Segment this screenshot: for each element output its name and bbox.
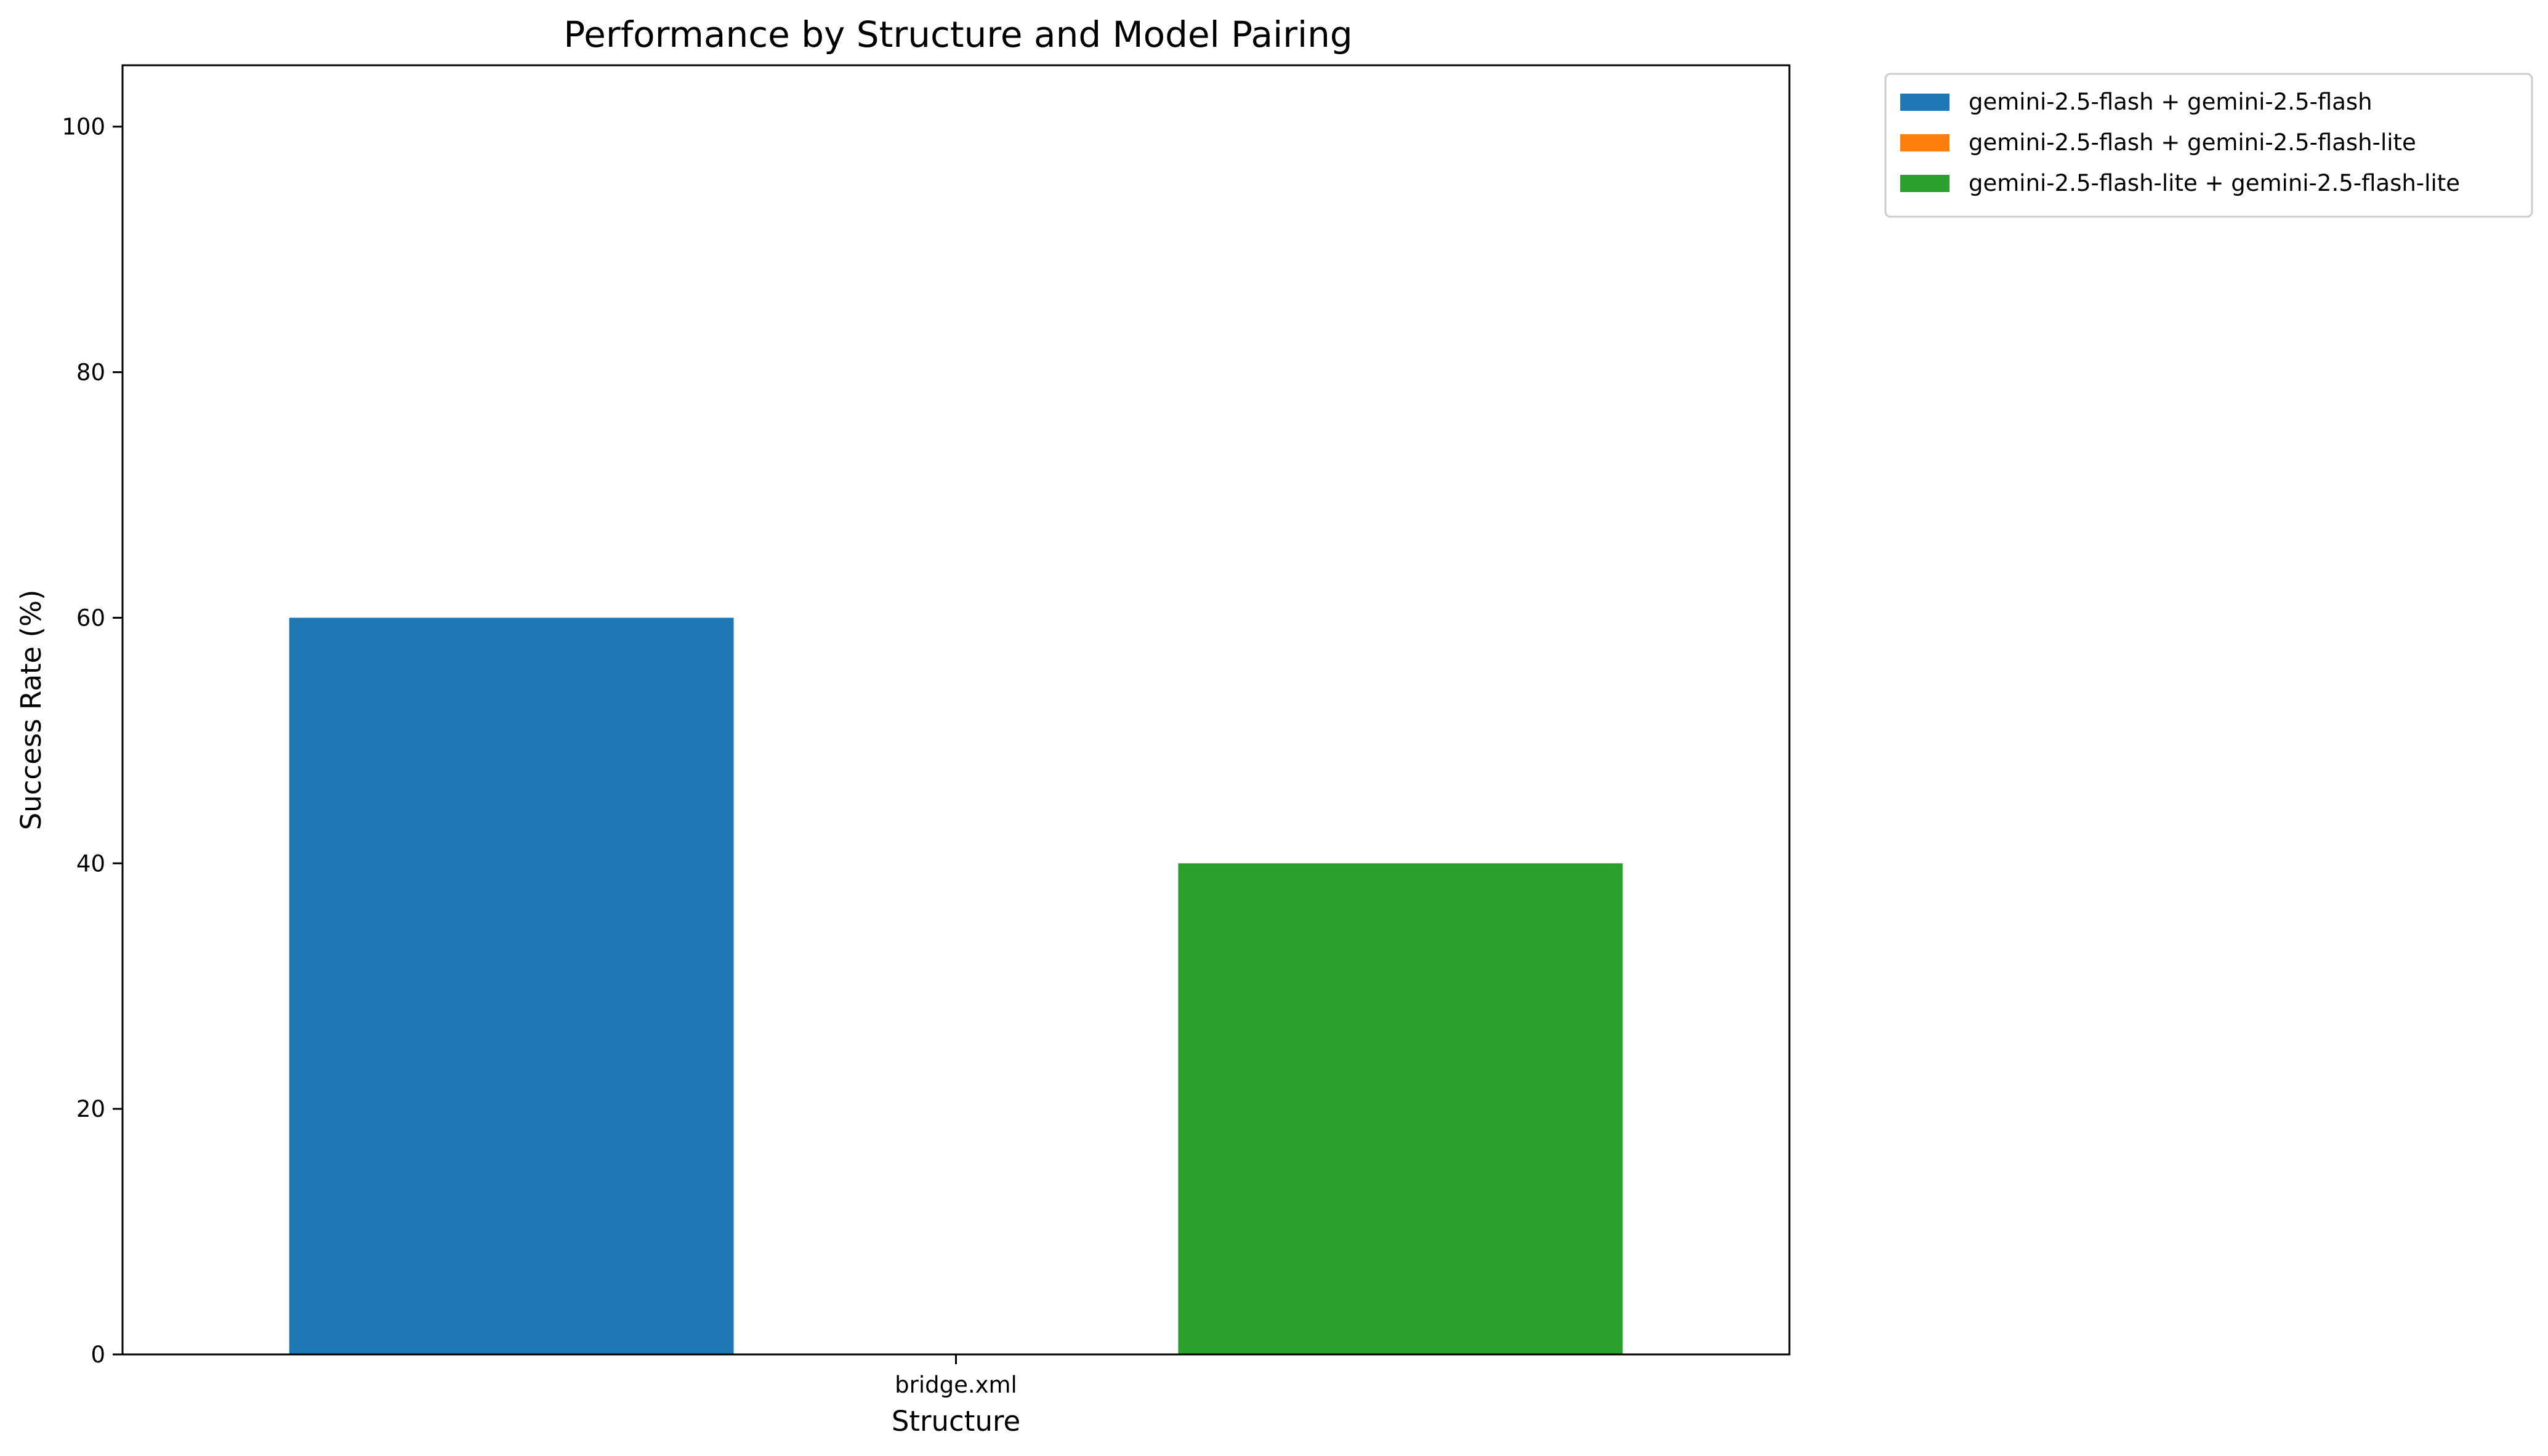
- bar-1: [289, 617, 734, 1354]
- legend-entry: gemini-2.5-flash-lite + gemini-2.5-flash…: [1969, 170, 2460, 196]
- legend: gemini-2.5-flash + gemini-2.5-flash gemin…: [1884, 73, 2533, 218]
- legend-entry: gemini-2.5-flash + gemini-2.5-flash-lite: [1969, 129, 2416, 156]
- y-tick-label: 80: [76, 360, 105, 386]
- y-tick-label: 0: [91, 1341, 105, 1368]
- y-tick-label: 100: [62, 114, 105, 140]
- y-tick-label: 60: [76, 605, 105, 631]
- y-tick-label: 20: [76, 1096, 105, 1122]
- legend-swatch: [1900, 134, 1949, 151]
- legend-box: [1884, 73, 2533, 218]
- bars-group: [289, 617, 1623, 1354]
- y-axis: 0 20 40 60 80 100: [62, 114, 123, 1368]
- chart-title: Performance by Structure and Model Pairi…: [563, 14, 1353, 55]
- y-tick-label: 40: [76, 850, 105, 877]
- x-tick-label: bridge.xml: [895, 1372, 1017, 1398]
- y-axis-label: Success Rate (%): [15, 590, 47, 831]
- legend-swatch: [1900, 94, 1949, 111]
- x-axis: bridge.xml: [895, 1354, 1017, 1398]
- bar-3: [1178, 863, 1623, 1354]
- legend-swatch: [1900, 175, 1949, 192]
- legend-entry: gemini-2.5-flash + gemini-2.5-flash: [1969, 89, 2373, 115]
- x-axis-label: Structure: [892, 1405, 1020, 1438]
